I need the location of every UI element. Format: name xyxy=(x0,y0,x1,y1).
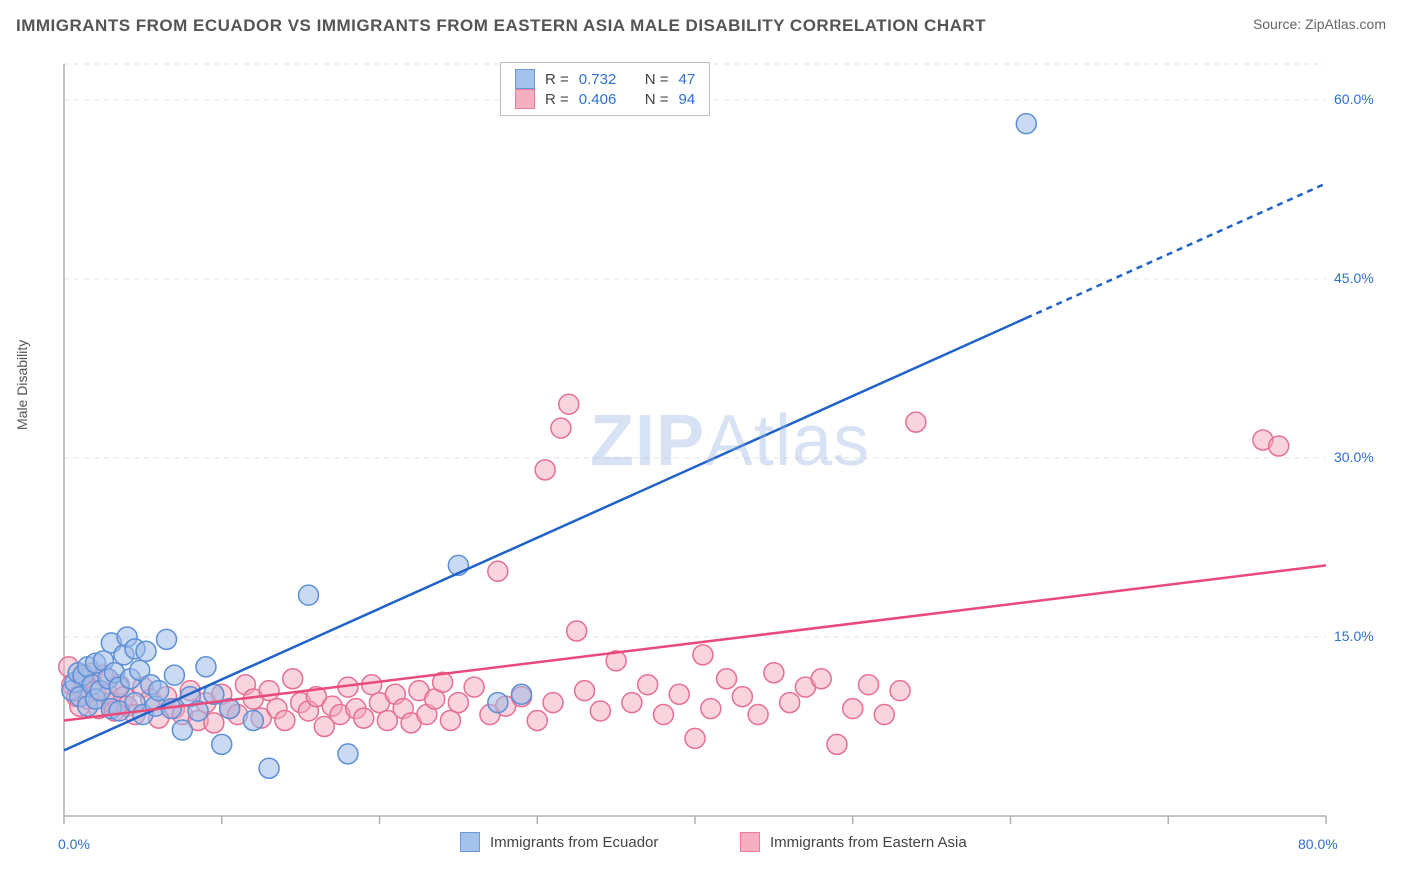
data-point xyxy=(890,681,910,701)
data-point xyxy=(259,758,279,778)
data-point xyxy=(732,687,752,707)
data-point xyxy=(440,711,460,731)
data-point xyxy=(717,669,737,689)
data-point xyxy=(212,734,232,754)
data-point xyxy=(136,641,156,661)
data-point xyxy=(622,693,642,713)
legend-r-label: R = xyxy=(545,91,569,108)
data-point xyxy=(693,645,713,665)
data-point xyxy=(811,669,831,689)
legend-n-label: N = xyxy=(645,71,669,88)
data-point xyxy=(1016,114,1036,134)
data-point xyxy=(567,621,587,641)
data-point xyxy=(638,675,658,695)
legend-swatch xyxy=(460,832,480,852)
x-tick-label: 80.0% xyxy=(1298,836,1338,852)
data-point xyxy=(338,744,358,764)
regression-line-extrapolated xyxy=(1026,183,1326,318)
regression-line xyxy=(64,565,1326,720)
data-point xyxy=(764,663,784,683)
data-point xyxy=(701,699,721,719)
legend-series: Immigrants from Ecuador xyxy=(460,832,658,852)
plot-svg xyxy=(50,50,1340,830)
data-point xyxy=(859,675,879,695)
data-point xyxy=(164,665,184,685)
legend-series-label: Immigrants from Ecuador xyxy=(490,834,658,851)
data-point xyxy=(906,412,926,432)
data-point xyxy=(535,460,555,480)
data-point xyxy=(448,693,468,713)
y-tick-label: 30.0% xyxy=(1334,449,1374,465)
y-tick-label: 45.0% xyxy=(1334,270,1374,286)
data-point xyxy=(511,684,531,704)
legend-r-label: R = xyxy=(545,71,569,88)
chart-title: IMMIGRANTS FROM ECUADOR VS IMMIGRANTS FR… xyxy=(16,16,986,36)
data-point xyxy=(669,684,689,704)
data-point xyxy=(827,734,847,754)
data-point xyxy=(464,677,484,697)
source-attribution: Source: ZipAtlas.com xyxy=(1253,16,1386,32)
data-point xyxy=(283,669,303,689)
data-point xyxy=(259,681,279,701)
data-point xyxy=(149,681,169,701)
data-point xyxy=(543,693,563,713)
data-point xyxy=(299,585,319,605)
data-point xyxy=(590,701,610,721)
data-point xyxy=(874,705,894,725)
x-tick-label: 0.0% xyxy=(58,836,90,852)
data-point xyxy=(1269,436,1289,456)
data-point xyxy=(685,728,705,748)
legend-row: R = 0.406 N = 94 xyxy=(515,89,695,109)
data-point xyxy=(243,711,263,731)
data-point xyxy=(559,394,579,414)
legend-swatch xyxy=(515,89,535,109)
scatter-plot: ZIPAtlas R =0.732N =47R =0.406N =94 xyxy=(50,50,1340,830)
chart-container: IMMIGRANTS FROM ECUADOR VS IMMIGRANTS FR… xyxy=(0,0,1406,892)
data-point xyxy=(172,720,192,740)
legend-series-label: Immigrants from Eastern Asia xyxy=(770,834,967,851)
legend-row: R = 0.732 N = 47 xyxy=(515,69,695,89)
y-tick-label: 15.0% xyxy=(1334,628,1374,644)
legend-n-label: N = xyxy=(645,91,669,108)
data-point xyxy=(196,657,216,677)
data-point xyxy=(748,705,768,725)
data-point xyxy=(575,681,595,701)
data-point xyxy=(354,708,374,728)
data-point xyxy=(551,418,571,438)
data-point xyxy=(157,629,177,649)
data-point xyxy=(488,693,508,713)
data-point xyxy=(780,693,800,713)
legend-swatch xyxy=(515,69,535,89)
legend-swatch xyxy=(740,832,760,852)
legend-r-value: 0.406 xyxy=(579,91,635,108)
legend-n-value: 94 xyxy=(679,91,696,108)
data-point xyxy=(653,705,673,725)
data-point xyxy=(843,699,863,719)
y-axis-label: Male Disability xyxy=(14,340,30,430)
legend-series: Immigrants from Eastern Asia xyxy=(740,832,967,852)
legend-n-value: 47 xyxy=(679,71,696,88)
legend-correlation-box: R = 0.732 N = 47 R = 0.406 N = 94 xyxy=(500,62,710,116)
regression-line xyxy=(64,318,1026,750)
legend-r-value: 0.732 xyxy=(579,71,635,88)
y-tick-label: 60.0% xyxy=(1334,91,1374,107)
data-point xyxy=(527,711,547,731)
data-point xyxy=(488,561,508,581)
data-point xyxy=(275,711,295,731)
